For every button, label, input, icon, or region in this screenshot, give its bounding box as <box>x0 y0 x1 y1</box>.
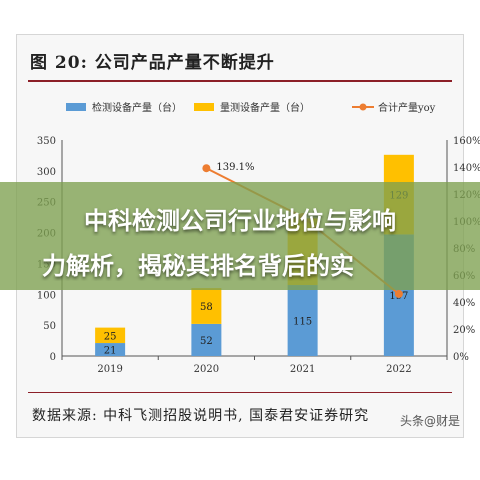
bar-inspection <box>95 343 126 356</box>
bar-data-label: 52 <box>200 336 213 347</box>
bar-data-label: 115 <box>293 317 312 328</box>
legend-label: 检测设备产量（台） <box>92 101 182 114</box>
source-note: 数据来源: 中科飞测招股说明书, 国泰君安证券研究 <box>32 408 370 424</box>
headline-line-2: 力解析，揭秘其排名背后的实 <box>42 252 354 280</box>
legend-label: 量测设备产量（台） <box>220 101 310 114</box>
x-tick-label: 2019 <box>97 364 122 375</box>
y-left-tick-label: 50 <box>43 321 56 332</box>
source-rule <box>28 392 452 393</box>
x-tick-label: 2020 <box>194 364 219 375</box>
bar-inspection <box>287 285 318 356</box>
y-left-tick-label: 350 <box>37 136 56 147</box>
bar-metrology <box>191 288 222 324</box>
figure-title: 图 20: 公司产品产量不断提升 <box>30 53 275 73</box>
y-left-tick-label: 100 <box>37 290 56 301</box>
bar-metrology <box>95 327 126 344</box>
yoy-point <box>394 289 403 298</box>
legend-swatch <box>194 103 214 111</box>
legend-swatch <box>66 103 86 111</box>
legend-label: 合计产量yoy <box>378 101 436 114</box>
bar-data-label: 58 <box>200 302 213 313</box>
yoy-data-label: 139.1% <box>216 162 254 173</box>
yoy-point <box>202 164 211 173</box>
y-right-tick-label: 140% <box>453 163 480 174</box>
y-right-tick-label: 160% <box>453 136 480 147</box>
y-left-tick-label: 300 <box>37 167 56 178</box>
bar-data-label: 25 <box>104 331 117 342</box>
bar-inspection <box>191 323 222 356</box>
x-tick-label: 2021 <box>290 364 315 375</box>
x-tick-label: 2022 <box>386 364 411 375</box>
legend-swatch-marker <box>359 103 367 111</box>
headline-line-1: 中科检测公司行业地位与影响 <box>84 207 396 235</box>
y-right-tick-label: 0% <box>453 352 469 363</box>
bar-data-label: 21 <box>104 346 117 357</box>
y-right-tick-label: 20% <box>453 325 475 336</box>
watermark: 头条@财是 <box>399 414 460 428</box>
title-rule <box>28 80 452 82</box>
headline-overlay-band <box>0 182 480 290</box>
y-left-tick-label: 0 <box>50 352 56 363</box>
y-right-tick-label: 40% <box>453 298 475 309</box>
